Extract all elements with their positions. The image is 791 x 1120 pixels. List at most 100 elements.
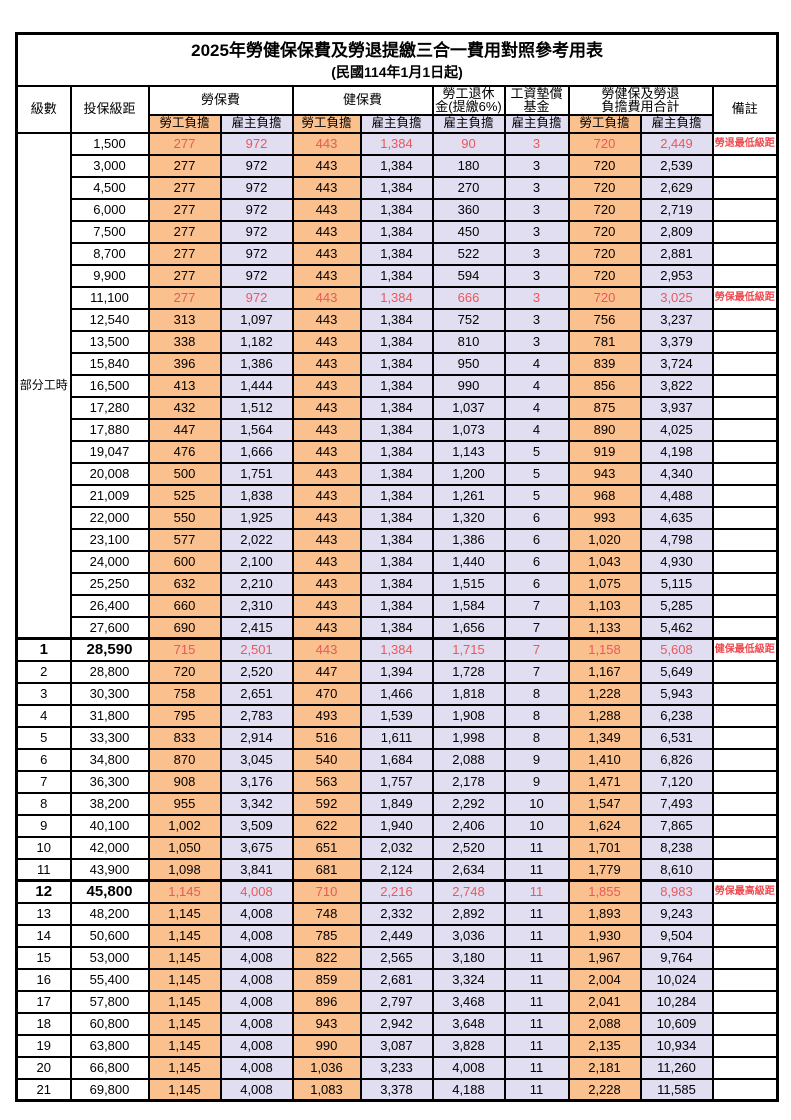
cell-total-employer: 7,493 — [639, 791, 714, 816]
cell-healthins-employer: 1,384 — [359, 175, 434, 200]
cell-total-employee: 1,075 — [567, 571, 642, 596]
cell-pension-employer: 270 — [431, 175, 506, 200]
cell-pension-employer: 1,515 — [431, 571, 506, 596]
table-row: 3,000 277 972 443 1,384 180 3 720 2,539 — [17, 153, 779, 178]
cell-total-employee: 2,088 — [567, 1011, 642, 1036]
cell-laborins-employee: 396 — [147, 351, 222, 376]
cell-total-employer: 2,629 — [639, 175, 714, 200]
cell-laborins-employee: 1,145 — [147, 879, 222, 904]
cell-healthins-employee: 443 — [291, 329, 362, 354]
table-row: 27,600 690 2,415 443 1,384 1,656 7 1,133 5,462 — [17, 615, 779, 640]
cell-wage-fund-employer: 3 — [503, 197, 570, 222]
cell-pension-employer: 1,908 — [431, 703, 506, 728]
cell-bracket: 17,280 — [69, 395, 150, 420]
cell-bracket: 23,100 — [69, 527, 150, 552]
cell-level: 13 — [15, 901, 72, 926]
cell-laborins-employer: 2,520 — [219, 659, 294, 684]
cell-healthins-employee: 622 — [291, 813, 362, 838]
page-title: 2025年勞健保保費及勞退提繳三合一費用對照參考用表 — [191, 41, 603, 61]
cell-level: 14 — [15, 923, 72, 948]
cell-bracket: 66,800 — [69, 1055, 150, 1080]
cell-healthins-employer: 1,384 — [359, 637, 434, 662]
cell-total-employee: 2,135 — [567, 1033, 642, 1058]
cell-bracket: 34,800 — [69, 747, 150, 772]
cell-laborins-employer: 2,310 — [219, 593, 294, 618]
cell-laborins-employer: 2,100 — [219, 549, 294, 574]
cell-bracket: 30,300 — [69, 681, 150, 706]
cell-healthins-employer: 2,032 — [359, 835, 434, 860]
cell-healthins-employer: 1,757 — [359, 769, 434, 794]
cell-total-employer: 2,719 — [639, 197, 714, 222]
cell-total-employer: 2,881 — [639, 241, 714, 266]
header-pension-line2: 金(提繳6%) — [435, 99, 502, 115]
cell-total-employer: 4,198 — [639, 439, 714, 464]
cell-healthins-employee: 1,036 — [291, 1055, 362, 1080]
cell-remark — [711, 461, 779, 486]
cell-total-employee: 1,547 — [567, 791, 642, 816]
cell-laborins-employee: 432 — [147, 395, 222, 420]
cell-total-employer: 5,462 — [639, 615, 714, 640]
cell-laborins-employer: 4,008 — [219, 989, 294, 1014]
cell-bracket: 43,900 — [69, 857, 150, 882]
cell-healthins-employee: 443 — [291, 549, 362, 574]
header-remark: 備註 — [711, 84, 779, 134]
cell-total-employer: 6,238 — [639, 703, 714, 728]
cell-laborins-employee: 277 — [147, 285, 222, 310]
cell-pension-employer: 180 — [431, 153, 506, 178]
cell-level: 6 — [15, 747, 72, 772]
cell-wage-fund-employer: 11 — [503, 945, 570, 970]
cell-laborins-employee: 600 — [147, 549, 222, 574]
header-total-line2: 負擔費用合計 — [601, 99, 680, 115]
cell-healthins-employer: 1,384 — [359, 395, 434, 420]
cell-bracket: 16,500 — [69, 373, 150, 398]
cell-total-employer: 5,649 — [639, 659, 714, 684]
cell-wage-fund-employer: 8 — [503, 681, 570, 706]
cell-healthins-employer: 2,942 — [359, 1011, 434, 1036]
cell-bracket: 24,000 — [69, 549, 150, 574]
cell-bracket: 15,840 — [69, 351, 150, 376]
header-wage-fund: 工資墊償 基金 — [503, 84, 570, 116]
cell-remark — [711, 681, 779, 706]
cell-wage-fund-employer: 8 — [503, 703, 570, 728]
cell-laborins-employee: 1,145 — [147, 1055, 222, 1080]
cell-remark — [711, 483, 779, 508]
cell-total-employer: 10,284 — [639, 989, 714, 1014]
cell-bracket: 21,009 — [69, 483, 150, 508]
table-row: 3 30,300 758 2,651 470 1,466 1,818 8 1,228 5,943 — [15, 681, 779, 706]
cell-total-employer: 2,953 — [639, 263, 714, 288]
cell-level: 10 — [15, 835, 72, 860]
cell-laborins-employee: 833 — [147, 725, 222, 750]
cell-total-employee: 968 — [567, 483, 642, 508]
cell-healthins-employer: 1,384 — [359, 593, 434, 618]
table-row: 15 53,000 1,145 4,008 822 2,565 3,180 11 1,967 9,… — [15, 945, 779, 970]
cell-remark — [711, 923, 779, 948]
cell-healthins-employer: 1,384 — [359, 615, 434, 640]
header-bracket: 投保級距 — [69, 84, 150, 134]
table-row: 9 40,100 1,002 3,509 622 1,940 2,406 10 1,624 7,8… — [15, 813, 779, 838]
cell-wage-fund-employer: 11 — [503, 879, 570, 904]
cell-laborins-employer: 3,045 — [219, 747, 294, 772]
cell-healthins-employee: 990 — [291, 1033, 362, 1058]
cell-remark — [711, 725, 779, 750]
cell-total-employer: 7,120 — [639, 769, 714, 794]
cell-bracket: 7,500 — [69, 219, 150, 244]
cell-bracket: 48,200 — [69, 901, 150, 926]
table-row: 15,840 396 1,386 443 1,384 950 4 839 3,724 — [17, 351, 779, 376]
table-row: 19,047 476 1,666 443 1,384 1,143 5 919 4,198 — [17, 439, 779, 464]
cell-pension-employer: 3,180 — [431, 945, 506, 970]
cell-total-employee: 1,167 — [567, 659, 642, 684]
cell-remark — [711, 1011, 779, 1036]
cell-wage-fund-employer: 7 — [503, 637, 570, 662]
cell-laborins-employee: 758 — [147, 681, 222, 706]
cell-bracket: 3,000 — [69, 153, 150, 178]
cell-total-employee: 856 — [567, 373, 642, 398]
cell-total-employee: 2,228 — [567, 1077, 642, 1102]
cell-wage-fund-employer: 5 — [503, 461, 570, 486]
cell-bracket: 9,900 — [69, 263, 150, 288]
cell-laborins-employer: 972 — [219, 153, 294, 178]
cell-total-employer: 4,488 — [639, 483, 714, 508]
cell-healthins-employer: 3,233 — [359, 1055, 434, 1080]
cell-level: 15 — [15, 945, 72, 970]
cell-healthins-employer: 1,384 — [359, 439, 434, 464]
cell-total-employer: 4,025 — [639, 417, 714, 442]
